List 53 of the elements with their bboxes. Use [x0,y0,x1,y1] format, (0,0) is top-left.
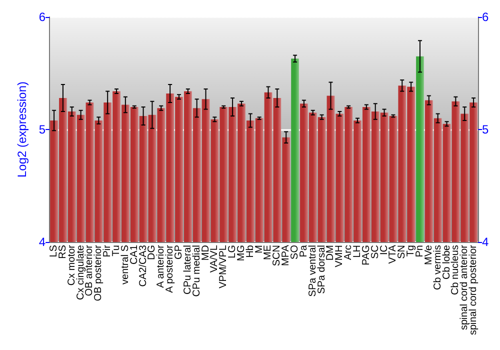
x-tick-label: M [254,245,265,254]
x-tick-label: Pn [414,245,426,258]
x-tick-label: Hb [244,244,256,258]
x-tick-label: Pa [298,244,310,258]
x-tick-label: A anterior [156,244,167,288]
x-tick-label: Arc [343,245,354,260]
x-tick-label: LS [48,244,60,258]
y2-tick-label: 4 [482,235,489,249]
x-tick-label: A posterior [164,244,176,293]
x-tick-label: SPa ventral [307,245,318,297]
x-tick-label: RS [57,244,68,259]
x-tick-label: PAG [360,244,372,266]
x-tick-label: Cb lobe [441,244,452,280]
x-tick-label: spinal cord posterior [468,244,480,336]
x-tick-label: CA2/CA3 [138,244,149,287]
x-tick-label: Cb vermis [432,245,444,290]
x-tick-label: Cx cingulate [75,244,86,300]
x-tick-label: ME [262,244,274,260]
x-tick-label: OB posterior [93,244,104,302]
x-tick-label: CPu lateral [182,245,194,294]
x-tick-label: DM [325,245,336,261]
x-tick-label: MPA [280,244,292,266]
x-tick-label: SPa dorsal [316,245,328,294]
x-tick-label: VPM/VPL [218,244,230,288]
x-tick-label: SC [370,245,381,259]
y-tick-label: 4 [38,235,46,249]
x-tick-label: Cx motor [66,244,78,286]
x-tick-label: Pir [102,244,114,258]
x-tick-label: IC [378,245,390,255]
x-tick-label: ventral S [120,244,131,284]
x-tick-label: SO [290,244,301,260]
x-tick-label: VTA [388,244,399,264]
x-tick-label: LH [352,245,364,258]
x-tick-label: GP [173,244,184,260]
x-tick-label: CPu medial [191,245,202,297]
x-tick-label: DG [146,244,158,260]
x-tick-label: MVe [423,244,434,266]
x-tick-label: MG [236,244,247,262]
x-tick-label: OB anterior [84,244,96,296]
y-tick-label: 6 [38,10,46,24]
x-tick-label: spinal cord anterior [459,244,470,330]
y-axis-title: Log2 (expression) [15,81,29,178]
x-tick-label: Cb nucleus [450,245,462,296]
x-tick-label: LG [227,244,238,258]
x-tick-label: Tu [111,245,122,256]
x-tick-label: SCN [272,245,283,266]
y-tick-label: 5 [38,122,46,136]
y2-tick-label: 5 [482,122,489,136]
x-tick-label: Tg [406,245,417,257]
y2-tick-label: 6 [482,10,489,24]
x-tick-label: CA1 [128,244,140,264]
x-tick-label: VMH [334,245,346,268]
x-tick-label: SN [396,245,408,259]
